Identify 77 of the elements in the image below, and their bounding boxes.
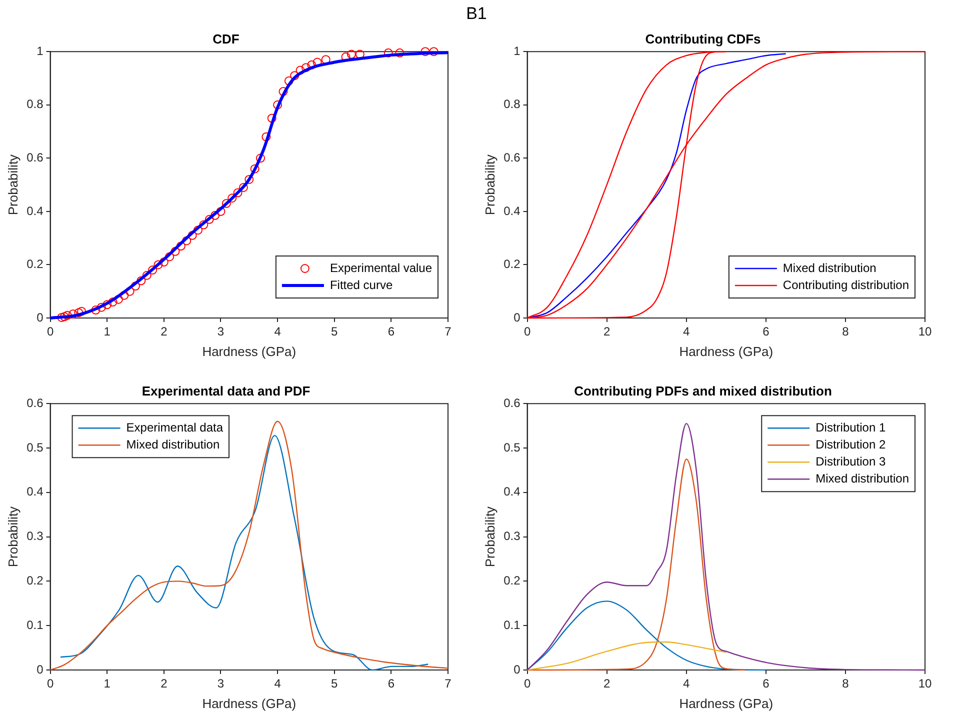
y-tick-label: 0.5 bbox=[26, 440, 44, 454]
y-axis-title: Probability bbox=[5, 154, 20, 216]
legend-label: Contributing distribution bbox=[782, 278, 910, 292]
x-tick-label: 4 bbox=[274, 324, 282, 339]
text: B1 bbox=[465, 4, 488, 24]
y-tick-label: 0.2 bbox=[504, 257, 521, 272]
y-tick-label: 0.8 bbox=[504, 97, 521, 112]
y-axis-title: Probability bbox=[482, 506, 498, 568]
x-tick-label: 2 bbox=[603, 676, 610, 691]
legend-label: Mixed distribution bbox=[126, 437, 220, 452]
y-tick-label: 1 bbox=[514, 44, 521, 58]
chart-title: Contributing CDFs bbox=[645, 31, 761, 46]
y-tick-label: 0.5 bbox=[504, 440, 521, 454]
x-axis-title: Hardness (GPa) bbox=[202, 696, 296, 711]
x-tick-label: 2 bbox=[603, 324, 610, 339]
legend-label: Fitted curve bbox=[330, 278, 393, 292]
y-tick-label: 0.4 bbox=[504, 204, 521, 218]
x-tick-label: 0 bbox=[524, 676, 531, 691]
x-tick-label: 8 bbox=[842, 324, 850, 339]
y-axis-title: Probability bbox=[482, 154, 498, 216]
x-tick-label: 7 bbox=[444, 324, 452, 339]
x-tick-label: 6 bbox=[388, 324, 395, 339]
x-tick-label: 5 bbox=[331, 324, 338, 339]
x-tick-label: 1 bbox=[104, 324, 111, 339]
x-tick-label: 6 bbox=[388, 676, 395, 691]
x-tick-label: 4 bbox=[683, 676, 690, 691]
chart-title: Experimental data and PDF bbox=[142, 383, 310, 398]
y-tick-label: 0.1 bbox=[504, 618, 521, 632]
x-tick-label: 6 bbox=[762, 324, 770, 339]
x-tick-label: 1 bbox=[104, 676, 111, 691]
y-tick-label: 0.8 bbox=[26, 97, 44, 112]
y-tick-label: 0 bbox=[514, 310, 521, 324]
legend-label: Mixed distribution bbox=[816, 471, 909, 486]
x-axis-title: Hardness (GPa) bbox=[202, 344, 296, 359]
y-axis-title: Probability bbox=[5, 506, 20, 568]
chart-title: Contributing PDFs and mixed distribution bbox=[574, 383, 832, 398]
x-tick-label: 2 bbox=[160, 324, 168, 339]
y-tick-label: 0.6 bbox=[504, 396, 521, 410]
y-tick-label: 0.4 bbox=[26, 484, 44, 499]
x-tick-label: 7 bbox=[444, 676, 452, 691]
x-tick-label: 0 bbox=[524, 324, 531, 339]
y-tick-label: 0 bbox=[36, 310, 44, 324]
y-tick-label: 0.3 bbox=[26, 529, 44, 544]
x-tick-label: 6 bbox=[762, 676, 770, 691]
y-tick-label: 0.3 bbox=[504, 529, 521, 544]
legend-label: Mixed distribution bbox=[782, 260, 876, 275]
x-tick-label: 4 bbox=[274, 676, 282, 691]
y-tick-label: 0.2 bbox=[26, 257, 44, 272]
x-tick-label: 0 bbox=[46, 324, 54, 339]
x-tick-label: 4 bbox=[683, 324, 690, 339]
y-tick-label: 0.4 bbox=[26, 204, 44, 218]
x-tick-label: 2 bbox=[160, 676, 168, 691]
y-tick-label: 0.6 bbox=[504, 150, 521, 164]
x-axis-title: Hardness (GPa) bbox=[679, 696, 774, 711]
y-tick-label: 0 bbox=[36, 662, 44, 676]
y-tick-label: 0.6 bbox=[26, 150, 44, 164]
chart-title: CDF bbox=[212, 31, 240, 46]
y-tick-label: 0 bbox=[514, 662, 521, 676]
y-tick-label: 0.2 bbox=[504, 574, 521, 588]
x-tick-label: 10 bbox=[918, 324, 932, 339]
y-tick-label: 0.6 bbox=[26, 396, 44, 410]
y-tick-label: 0.2 bbox=[26, 574, 44, 588]
legend-label: Distribution 2 bbox=[816, 437, 886, 452]
y-tick-label: 1 bbox=[36, 44, 44, 58]
legend-label: Experimental value bbox=[330, 260, 432, 275]
x-tick-label: 8 bbox=[842, 676, 850, 691]
legend-label: Distribution 3 bbox=[816, 454, 886, 468]
y-tick-label: 0.1 bbox=[26, 618, 44, 632]
x-tick-label: 10 bbox=[918, 676, 932, 691]
x-axis-title: Hardness (GPa) bbox=[679, 344, 774, 359]
x-tick-label: 3 bbox=[217, 324, 224, 339]
y-tick-label: 0.4 bbox=[504, 484, 521, 499]
legend-label: Experimental data bbox=[126, 420, 224, 434]
x-tick-label: 5 bbox=[331, 676, 338, 691]
x-tick-label: 0 bbox=[46, 676, 54, 691]
legend-label: Distribution 1 bbox=[816, 420, 886, 434]
x-tick-label: 3 bbox=[217, 676, 224, 691]
